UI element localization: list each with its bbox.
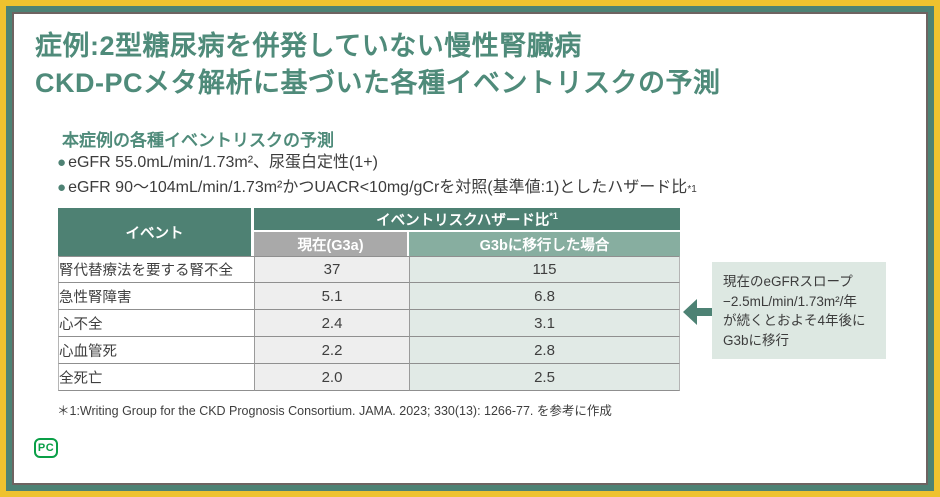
hazard-value-current: 2.4 [254, 310, 409, 337]
bullet-egfr-current: ● eGFR 55.0mL/min/1.73m²、尿蛋白定性(1+) [57, 150, 697, 175]
table-row: 全死亡 2.0 2.5 [58, 364, 681, 391]
column-header-g3b: G3bに移行した場合 [409, 232, 681, 256]
bullet-egfr-reference: ● eGFR 90〜104mL/min/1.73m²かつUACR<10mg/gC… [57, 175, 697, 202]
hazard-value-g3b: 6.8 [409, 283, 681, 310]
page-title: 症例:2型糖尿病を併発していない慢性腎臓病 CKD-PCメタ解析に基づいた各種イ… [35, 28, 721, 102]
title-line-2: CKD-PCメタ解析に基づいた各種イベントリスクの予測 [35, 68, 721, 98]
column-header-hazard-ratio: イベントリスクハザード比*1 [254, 208, 681, 232]
title-line-1: 症例:2型糖尿病を併発していない慢性腎臓病 [35, 31, 582, 61]
note-line: 現在のeGFRスロープ [723, 274, 853, 289]
event-label: 心血管死 [58, 337, 254, 364]
event-label: 心不全 [58, 310, 254, 337]
event-label: 全死亡 [58, 364, 254, 391]
hazard-value-current: 5.1 [254, 283, 409, 310]
event-label: 急性腎障害 [58, 283, 254, 310]
hazard-header-label: イベントリスクハザード比 [376, 212, 550, 229]
hazard-value-g3b: 3.1 [409, 310, 681, 337]
table-row: 心不全 2.4 3.1 [58, 310, 681, 337]
event-risk-table: イベント イベントリスクハザード比*1 現在(G3a) G3bに移行した場合 腎… [58, 208, 681, 391]
note-line: −2.5mL/min/1.73m²/年 [723, 293, 857, 309]
table-subheader-row: 現在(G3a) G3bに移行した場合 [58, 232, 681, 256]
section-heading: 本症例の各種イベントリスクの予測 [62, 131, 334, 150]
hazard-value-current: 37 [254, 256, 409, 283]
event-label: 腎代替療法を要する腎不全 [58, 256, 254, 283]
bullet-text: eGFR 55.0mL/min/1.73m²、尿蛋白定性(1+) [68, 154, 378, 171]
hazard-value-current: 2.2 [254, 337, 409, 364]
pc-logo: PC [34, 438, 58, 458]
hazard-value-current: 2.0 [254, 364, 409, 391]
bullet-text: eGFR 90〜104mL/min/1.73m²かつUACR<10mg/gCrを… [68, 179, 688, 196]
left-arrow-icon [683, 299, 713, 325]
table-row: 心血管死 2.2 2.8 [58, 337, 681, 364]
bullet-superscript: *1 [687, 184, 697, 195]
table-header-row: イベント イベントリスクハザード比*1 [58, 208, 681, 256]
column-header-current-g3a: 現在(G3a) [254, 232, 409, 256]
hazard-value-g3b: 2.8 [409, 337, 681, 364]
note-line: G3bに移行 [723, 332, 790, 348]
egfr-slope-note: 現在のeGFRスロープ −2.5mL/min/1.73m²/年 が続くとおよそ4… [712, 262, 886, 359]
bullet-dot-icon: ● [57, 154, 67, 171]
hazard-value-g3b: 2.5 [409, 364, 681, 391]
table-row: 腎代替療法を要する腎不全 37 115 [58, 256, 681, 283]
case-bullets: ● eGFR 55.0mL/min/1.73m²、尿蛋白定性(1+) ● eGF… [57, 150, 697, 202]
hazard-header-superscript: *1 [549, 210, 558, 221]
table-row: 急性腎障害 5.1 6.8 [58, 283, 681, 310]
column-header-event: イベント [58, 208, 254, 256]
reference-footnote: ＊1:Writing Group for the CKD Prognosis C… [57, 404, 612, 418]
note-line: が続くとおよそ4年後に [723, 313, 866, 328]
bullet-dot-icon: ● [57, 179, 67, 196]
hazard-value-g3b: 115 [409, 256, 681, 283]
